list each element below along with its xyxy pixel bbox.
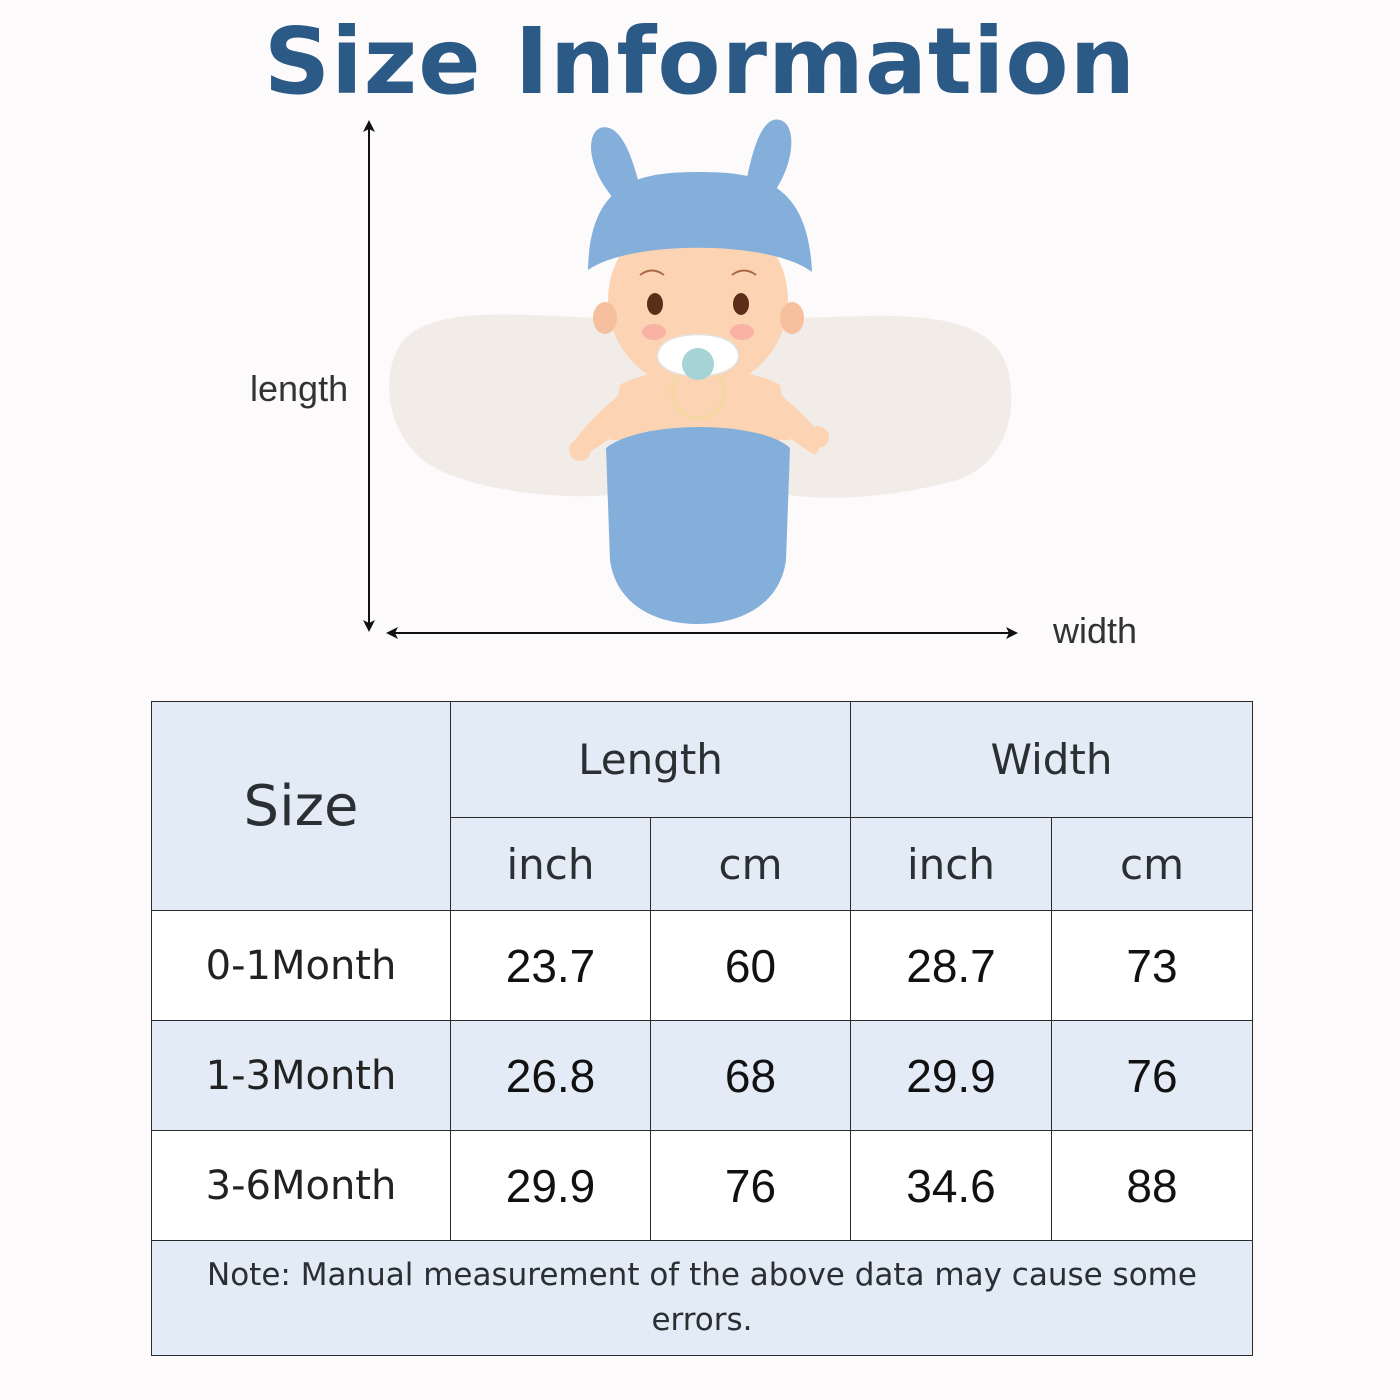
baby-torso [610,370,790,440]
right-brow [731,269,757,276]
length-cm-cell: 68 [650,1020,851,1131]
width-cm-cell: 73 [1051,910,1253,1021]
width-inch-cell: 29.9 [850,1020,1052,1131]
length-cm-cell: 60 [650,910,851,1021]
size-cell: 0-1Month [151,910,451,1021]
table-row: 1-3Month 26.8 68 29.9 76 [151,1020,1253,1131]
right-hand [807,426,829,448]
width-header: Width [850,701,1253,818]
width-inch-cell: 34.6 [850,1130,1052,1241]
length-label: length [250,368,349,409]
left-ear [593,302,617,334]
unit-length-inch: inch [450,817,651,911]
left-eye [647,293,663,315]
page-title: Size Information [263,8,1137,115]
width-label: width [1053,610,1138,651]
length-inch-cell: 23.7 [450,910,651,1021]
left-hat-ear [591,127,640,200]
length-header: Length [450,701,851,818]
unit-length-cm: cm [650,817,851,911]
table-row: 3-6Month 29.9 76 34.6 88 [151,1130,1253,1241]
right-cheek [730,324,754,340]
length-inch-cell: 29.9 [450,1130,651,1241]
size-table: Size Length Width inch cm inch cm 0-1Mon… [151,701,1253,1356]
length-inch-cell: 26.8 [450,1020,651,1131]
right-eye [733,293,749,315]
width-inch-cell: 28.7 [850,910,1052,1021]
width-cm-cell: 76 [1051,1020,1253,1131]
size-cell: 1-3Month [151,1020,451,1131]
right-ear [780,302,804,334]
swaddle-diagram [363,119,1018,639]
left-brow [639,269,665,276]
size-cell: 3-6Month [151,1130,451,1241]
left-hand [569,439,591,461]
measurement-note: Note: Manual measurement of the above da… [151,1240,1253,1356]
unit-width-inch: inch [850,817,1052,911]
width-cm-cell: 88 [1051,1130,1253,1241]
table-row: 0-1Month 23.7 60 28.7 73 [151,910,1253,1021]
baby-hat [588,172,812,272]
unit-width-cm: cm [1051,817,1253,911]
pacifier-button [682,348,714,380]
length-cm-cell: 76 [650,1130,851,1241]
baby-head [608,210,788,390]
left-cheek [642,324,666,340]
swaddle-bag [606,427,790,624]
size-header: Size [151,701,451,911]
